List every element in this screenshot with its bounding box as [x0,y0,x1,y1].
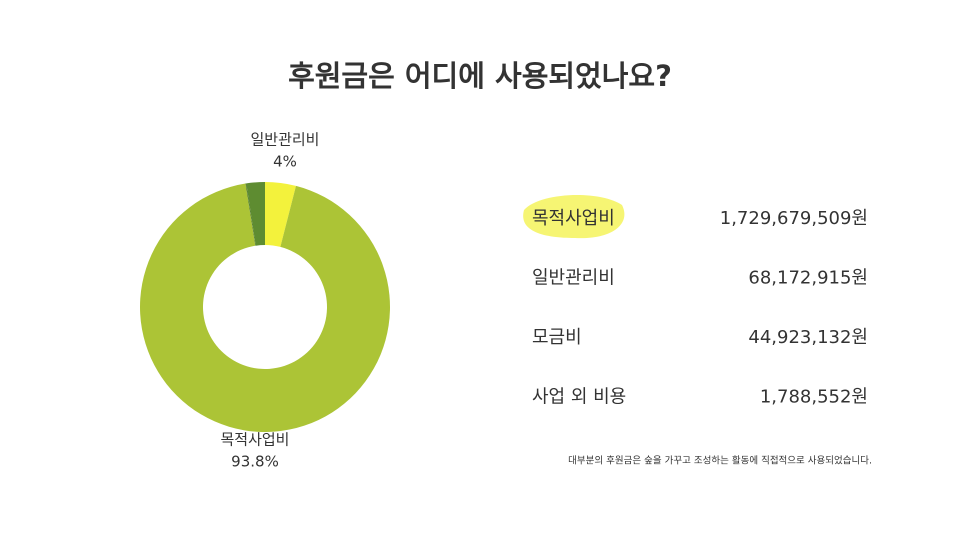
segment-value: 93.8% [231,453,279,471]
donut-segment [265,182,296,247]
row-amount: 1,788,552원 [760,387,868,408]
donut-segment [140,183,390,433]
segment-label: 일반관리비 [250,131,319,149]
highlight [523,194,625,239]
row-name: 일반관리비 [532,268,615,289]
row-name: 사업 외 비용 [532,387,626,408]
row-amount: 68,172,915원 [748,268,868,289]
row-amount: 44,923,132원 [748,327,868,348]
row-name: 목적사업비 [532,208,615,229]
donut-segment [246,182,265,246]
row-amount: 1,729,679,509원 [720,208,868,229]
donut-segment [245,183,256,246]
segment-label: 목적사업비 [220,431,289,449]
row-name: 모금비 [532,327,582,348]
footnote: 대부분의 후원금은 숲을 가꾸고 조성하는 활동에 직접적으로 사용되었습니다. [568,455,872,467]
segment-value: 4% [273,153,297,171]
chart-title: 후원금은 어디에 사용되었나요? [288,59,672,93]
